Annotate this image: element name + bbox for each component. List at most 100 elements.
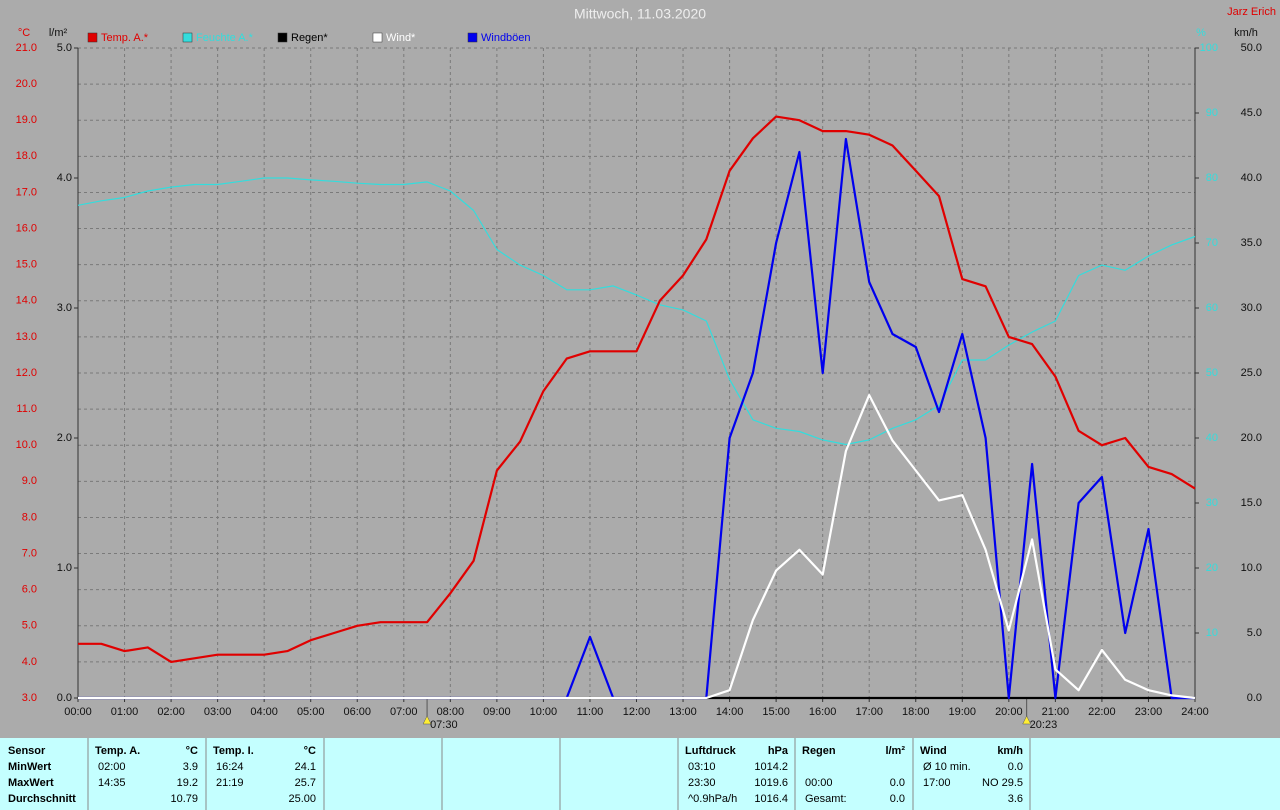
x-tick-label: 14:00 xyxy=(716,706,744,718)
cell-value: 3.6 xyxy=(1008,793,1023,805)
cell-label: 16:24 xyxy=(216,761,244,773)
x-tick-label: 04:00 xyxy=(250,706,278,718)
author: Jarz Erich xyxy=(1227,6,1276,18)
cell-value: 1014.2 xyxy=(754,761,788,773)
y-tick-label: 21.0 xyxy=(16,42,37,54)
axis-unit: l/m² xyxy=(49,27,68,39)
y2-tick-label: 2.0 xyxy=(57,432,72,444)
y4-tick-label: 20.0 xyxy=(1241,432,1262,444)
cell-label: 00:00 xyxy=(805,777,833,789)
cell-value: 10.79 xyxy=(170,793,198,805)
x-tick-label: 02:00 xyxy=(157,706,185,718)
legend-label: Windböen xyxy=(481,32,531,44)
legend-label: Wind* xyxy=(386,32,416,44)
y2-tick-label: 3.0 xyxy=(57,302,72,314)
x-tick-label: 18:00 xyxy=(902,706,930,718)
y-tick-label: 13.0 xyxy=(16,331,37,343)
cell-value: 1019.6 xyxy=(754,777,788,789)
series-line xyxy=(77,177,1196,446)
y3-tick-label: 20 xyxy=(1206,562,1218,574)
cell-value: 0.0 xyxy=(1008,761,1023,773)
y3-tick-label: 90 xyxy=(1206,107,1218,119)
x-tick-label: 24:00 xyxy=(1181,706,1209,718)
y-tick-label: 14.0 xyxy=(16,295,37,307)
cell-label: 21:19 xyxy=(216,777,244,789)
cell-label: Ø 10 min. xyxy=(923,761,971,773)
sun-time: 07:30 xyxy=(430,719,458,731)
y3-tick-label: 30 xyxy=(1206,497,1218,509)
x-tick-label: 21:00 xyxy=(1042,706,1070,718)
x-tick-label: 12:00 xyxy=(623,706,651,718)
x-tick-label: 22:00 xyxy=(1088,706,1116,718)
cell-value: 25.00 xyxy=(288,793,316,805)
y4-tick-label: 10.0 xyxy=(1241,562,1262,574)
cell-label: 03:10 xyxy=(688,761,716,773)
y2-tick-label: 4.0 xyxy=(57,172,72,184)
y-tick-label: 15.0 xyxy=(16,259,37,271)
series-line xyxy=(78,394,1196,700)
legend-label: Regen* xyxy=(291,32,328,44)
y4-tick-label: 25.0 xyxy=(1241,367,1262,379)
y-tick-label: 9.0 xyxy=(22,475,37,487)
y4-tick-label: 30.0 xyxy=(1241,302,1262,314)
sun-icon xyxy=(422,715,432,725)
row-label: Durchschnitt xyxy=(8,793,76,805)
x-tick-label: 05:00 xyxy=(297,706,325,718)
cell-label: 02:00 xyxy=(98,761,126,773)
x-tick-label: 10:00 xyxy=(530,706,558,718)
x-tick-label: 01:00 xyxy=(111,706,139,718)
cell-label: Gesamt: xyxy=(805,793,847,805)
axis-unit: % xyxy=(1196,27,1206,39)
cell-value: 19.2 xyxy=(177,777,198,789)
cell-label: 23:30 xyxy=(688,777,716,789)
table-background xyxy=(0,738,1280,810)
y-tick-label: 19.0 xyxy=(16,114,37,126)
cell-value: 0.0 xyxy=(890,777,905,789)
cell-value: 25.7 xyxy=(295,777,316,789)
y4-tick-label: 50.0 xyxy=(1241,42,1262,54)
cell-label: 14:35 xyxy=(98,777,126,789)
x-tick-label: 13:00 xyxy=(669,706,697,718)
sun-time: 20:23 xyxy=(1030,719,1058,731)
y-tick-label: 16.0 xyxy=(16,222,37,234)
row-label: Sensor xyxy=(8,745,46,757)
x-tick-label: 23:00 xyxy=(1135,706,1163,718)
y2-tick-label: 1.0 xyxy=(57,562,72,574)
cell-label: ^0.9hPa/h xyxy=(688,793,737,805)
legend-swatch xyxy=(277,32,288,43)
y4-tick-label: 35.0 xyxy=(1241,237,1262,249)
y2-tick-label: 5.0 xyxy=(57,42,72,54)
y4-tick-label: 15.0 xyxy=(1241,497,1262,509)
y-tick-label: 8.0 xyxy=(22,511,37,523)
x-tick-label: 15:00 xyxy=(762,706,790,718)
legend-swatch xyxy=(182,32,193,43)
sun-icon xyxy=(1022,715,1032,725)
column-title: Luftdruck xyxy=(685,745,737,757)
x-tick-label: 17:00 xyxy=(855,706,883,718)
row-label: MinWert xyxy=(8,761,52,773)
axis-unit: km/h xyxy=(1234,27,1258,39)
legend-label: Feuchte A.* xyxy=(196,32,254,44)
y-tick-label: 11.0 xyxy=(16,403,37,415)
y3-tick-label: 80 xyxy=(1206,172,1218,184)
x-tick-label: 16:00 xyxy=(809,706,837,718)
column-unit: km/h xyxy=(997,745,1023,757)
y2-tick-label: 0.0 xyxy=(57,692,72,704)
cell-label: 17:00 xyxy=(923,777,951,789)
x-tick-label: 20:00 xyxy=(995,706,1023,718)
series-line xyxy=(78,115,1196,663)
table-separators xyxy=(87,738,1031,810)
cell-value: 3.9 xyxy=(183,761,198,773)
y4-tick-label: 40.0 xyxy=(1241,172,1262,184)
y-tick-label: 18.0 xyxy=(16,150,37,162)
y3-tick-label: 70 xyxy=(1206,237,1218,249)
axis-unit: °C xyxy=(18,27,30,39)
y-tick-label: 3.0 xyxy=(22,692,37,704)
legend-swatch xyxy=(467,32,478,43)
x-tick-label: 00:00 xyxy=(64,706,92,718)
y-tick-label: 10.0 xyxy=(16,439,37,451)
y3-tick-label: 40 xyxy=(1206,432,1218,444)
